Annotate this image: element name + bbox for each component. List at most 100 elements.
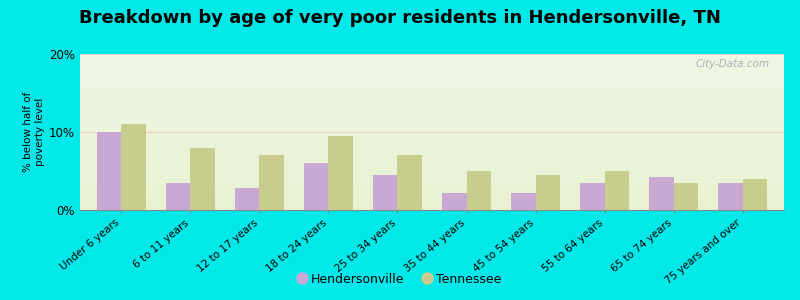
Bar	[80, 137, 784, 138]
Bar	[80, 188, 784, 190]
Bar	[80, 92, 784, 93]
Bar	[80, 187, 784, 188]
Bar	[80, 56, 784, 57]
Bar	[80, 74, 784, 76]
Bar	[80, 148, 784, 149]
Bar	[80, 132, 784, 134]
Bar	[80, 135, 784, 137]
Bar	[80, 196, 784, 197]
Bar	[80, 180, 784, 182]
Bar	[80, 65, 784, 67]
Bar	[98, 132, 122, 210]
Text: City-Data.com: City-Data.com	[696, 59, 770, 69]
Bar	[80, 54, 784, 56]
Bar	[80, 57, 784, 59]
Bar	[442, 193, 466, 210]
Bar	[80, 140, 784, 141]
Bar	[80, 67, 784, 68]
Bar	[80, 99, 784, 101]
Bar	[80, 107, 784, 109]
Bar	[80, 113, 784, 115]
Bar	[374, 175, 398, 210]
Bar	[80, 104, 784, 106]
Bar	[80, 149, 784, 151]
Bar	[80, 119, 784, 121]
Bar	[80, 110, 784, 112]
Bar	[80, 152, 784, 154]
Bar	[80, 155, 784, 157]
Bar	[605, 171, 629, 210]
Bar	[80, 73, 784, 74]
Bar	[80, 94, 784, 96]
Bar	[80, 174, 784, 176]
Bar	[466, 171, 490, 210]
Bar	[580, 183, 605, 210]
Bar	[80, 146, 784, 148]
Bar	[80, 102, 784, 104]
Bar	[304, 163, 329, 210]
Bar	[80, 68, 784, 70]
Bar	[80, 145, 784, 146]
Bar	[80, 141, 784, 143]
Bar	[80, 182, 784, 184]
Bar	[80, 185, 784, 187]
Bar	[80, 172, 784, 174]
Bar	[80, 208, 784, 210]
Bar	[80, 202, 784, 204]
Bar	[398, 155, 422, 210]
Bar	[80, 204, 784, 205]
Bar	[80, 88, 784, 90]
Bar	[80, 166, 784, 168]
Bar	[80, 151, 784, 152]
Bar	[190, 148, 214, 210]
Text: Breakdown by age of very poor residents in Hendersonville, TN: Breakdown by age of very poor residents …	[79, 9, 721, 27]
Bar	[80, 205, 784, 207]
Bar	[80, 194, 784, 196]
Bar	[80, 76, 784, 77]
Bar	[80, 59, 784, 60]
Bar	[80, 77, 784, 79]
Bar	[742, 179, 766, 210]
Bar	[80, 82, 784, 84]
Bar	[80, 123, 784, 124]
Bar	[80, 70, 784, 71]
Bar	[80, 101, 784, 102]
Bar	[80, 201, 784, 202]
Bar	[80, 90, 784, 92]
Bar	[80, 162, 784, 163]
Bar	[80, 71, 784, 73]
Bar	[80, 130, 784, 132]
Bar	[80, 98, 784, 99]
Bar	[80, 199, 784, 201]
Bar	[511, 193, 535, 210]
Bar	[80, 129, 784, 130]
Bar	[80, 165, 784, 166]
Bar	[80, 127, 784, 129]
Bar	[80, 134, 784, 135]
Bar	[329, 136, 353, 210]
Bar	[80, 80, 784, 82]
Bar	[535, 175, 560, 210]
Bar	[674, 183, 698, 210]
Bar	[80, 154, 784, 155]
Bar	[122, 124, 146, 210]
Bar	[80, 116, 784, 118]
Bar	[80, 84, 784, 85]
Bar	[80, 158, 784, 160]
Bar	[80, 96, 784, 98]
Bar	[166, 183, 190, 210]
Bar	[80, 60, 784, 62]
Bar	[80, 190, 784, 191]
Bar	[80, 87, 784, 88]
Bar	[80, 163, 784, 165]
Bar	[718, 183, 742, 210]
Bar	[80, 176, 784, 177]
Bar	[650, 177, 674, 210]
Bar	[80, 93, 784, 94]
Bar	[80, 157, 784, 158]
Bar	[80, 109, 784, 110]
Bar	[80, 191, 784, 193]
Bar	[80, 79, 784, 80]
Bar	[80, 118, 784, 119]
Bar	[80, 85, 784, 87]
